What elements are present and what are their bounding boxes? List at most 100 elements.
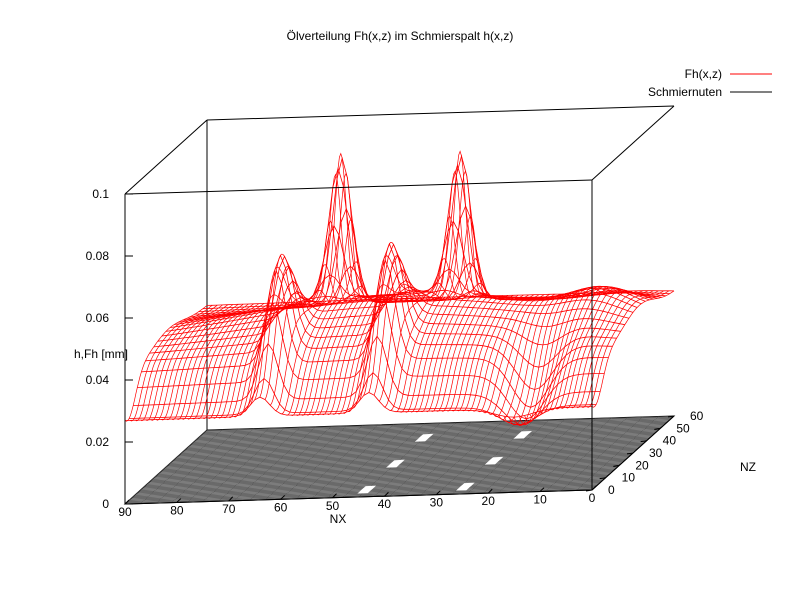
surface-line-x bbox=[482, 293, 566, 414]
groove-slot bbox=[414, 433, 434, 442]
surface-line-x bbox=[228, 301, 311, 419]
surface-line-x bbox=[124, 305, 208, 422]
box-edge-front bbox=[591, 105, 675, 181]
surface-line-x bbox=[306, 295, 389, 416]
surface-line-x bbox=[487, 293, 571, 415]
box-edge-front bbox=[124, 179, 593, 195]
surface-line-x bbox=[451, 294, 535, 412]
surface-line-x bbox=[571, 290, 654, 409]
z-tick-label: 0.08 bbox=[86, 249, 110, 263]
x-tick-mark bbox=[124, 499, 130, 505]
groove-slot bbox=[357, 485, 376, 494]
surface-line-x bbox=[373, 255, 457, 396]
surface-line-x bbox=[342, 293, 426, 414]
surface-line-x bbox=[166, 303, 249, 421]
surface-line-x bbox=[332, 294, 415, 415]
x-tick-label: 40 bbox=[378, 497, 392, 511]
floor-grid-line bbox=[280, 425, 363, 500]
floor-grid-line bbox=[311, 424, 394, 499]
surface-line-x bbox=[539, 286, 623, 414]
groove-slot bbox=[386, 459, 405, 468]
z-tick-label: 0.06 bbox=[86, 311, 110, 325]
floor-grid-line bbox=[514, 418, 597, 493]
floor-grid-line bbox=[576, 416, 659, 491]
floor-grid-line bbox=[560, 416, 644, 492]
floor-grid-line bbox=[529, 417, 612, 493]
chart-title: Ölverteilung Fh(x,z) im Schmierspalt h(x… bbox=[287, 29, 514, 43]
surface-line-x bbox=[519, 291, 602, 425]
surface-line-x bbox=[472, 293, 555, 412]
floor-grid-line bbox=[405, 421, 488, 496]
surface-line-x bbox=[555, 286, 638, 410]
surface-line-x bbox=[493, 293, 576, 418]
x-tick-mark bbox=[228, 496, 234, 502]
floor-grid-line bbox=[420, 420, 503, 496]
surface-line-x bbox=[171, 303, 254, 421]
box-back-edges bbox=[124, 105, 675, 430]
surface-line-x bbox=[348, 293, 431, 412]
z-tick-label: 0 bbox=[102, 497, 109, 511]
box-edge-back bbox=[124, 119, 208, 195]
x-tick-label: 90 bbox=[118, 505, 132, 519]
y-tick-label: 60 bbox=[690, 409, 704, 423]
floor-grid-line bbox=[545, 417, 628, 492]
x-tick-label: 30 bbox=[430, 496, 444, 510]
z-tick-label: 0.04 bbox=[86, 373, 110, 387]
x-tick-label: 80 bbox=[170, 503, 184, 517]
surface-line-x bbox=[187, 302, 270, 420]
floor-grid-line bbox=[389, 421, 472, 497]
y-tick-label: 40 bbox=[663, 434, 677, 448]
box-edge-front bbox=[124, 489, 593, 505]
z-axis-label: h,Fh [mm] bbox=[74, 347, 128, 361]
surface-line-x bbox=[135, 304, 218, 422]
surface-line-x bbox=[259, 253, 343, 398]
floor-grid-line bbox=[342, 423, 426, 498]
y-tick-label: 50 bbox=[676, 421, 690, 435]
surface-line-x bbox=[145, 304, 229, 421]
floor-grid-line bbox=[296, 424, 379, 500]
surface-line-x bbox=[384, 258, 467, 408]
surface-line-x bbox=[140, 304, 223, 422]
z-tick-label: 0.02 bbox=[86, 435, 110, 449]
x-tick-mark bbox=[176, 498, 182, 503]
legend-label-schmiernuten: Schmiernuten bbox=[648, 85, 722, 99]
legend: Fh(x,z) Schmiernuten bbox=[648, 67, 772, 99]
groove-slot bbox=[513, 431, 532, 439]
y-tick-mark bbox=[599, 477, 606, 480]
surface-line-z bbox=[161, 279, 630, 337]
groove-slot bbox=[456, 482, 475, 491]
floor-grid-line bbox=[187, 427, 270, 503]
y-tick-mark bbox=[654, 427, 661, 430]
x-tick-mark bbox=[591, 485, 597, 491]
surface-line-z bbox=[141, 259, 609, 408]
surface-line-x bbox=[586, 290, 670, 408]
surface-line-x bbox=[275, 173, 358, 411]
surface-line-x bbox=[316, 295, 400, 416]
y-tick-mark bbox=[585, 489, 593, 492]
floor-grid-line bbox=[373, 422, 457, 497]
surface-line-x bbox=[285, 172, 369, 416]
x-tick-label: 50 bbox=[326, 499, 340, 513]
floor-grid-line bbox=[202, 427, 285, 502]
surface-line-x bbox=[358, 284, 441, 403]
surface-line-x bbox=[181, 303, 265, 420]
surface-line-x bbox=[529, 288, 612, 420]
surface-line-x bbox=[327, 294, 410, 415]
surface-line-x bbox=[405, 170, 488, 413]
surface-line-x bbox=[425, 292, 509, 413]
y-tick-mark bbox=[613, 464, 620, 467]
x-tick-mark bbox=[539, 487, 545, 492]
surface-line-x bbox=[446, 294, 529, 412]
surface-line-x bbox=[581, 290, 664, 408]
y-tick-mark bbox=[667, 415, 675, 418]
surface-line-x bbox=[363, 255, 446, 396]
floor-grid-line bbox=[264, 425, 348, 500]
surface-line-x bbox=[233, 301, 317, 418]
x-tick-mark bbox=[332, 493, 337, 499]
floor-grooves bbox=[123, 415, 676, 505]
surface-line-x bbox=[565, 289, 649, 409]
x-tick-label: 10 bbox=[533, 493, 547, 507]
x-tick-mark bbox=[435, 490, 441, 496]
surface-line-x bbox=[503, 292, 586, 423]
